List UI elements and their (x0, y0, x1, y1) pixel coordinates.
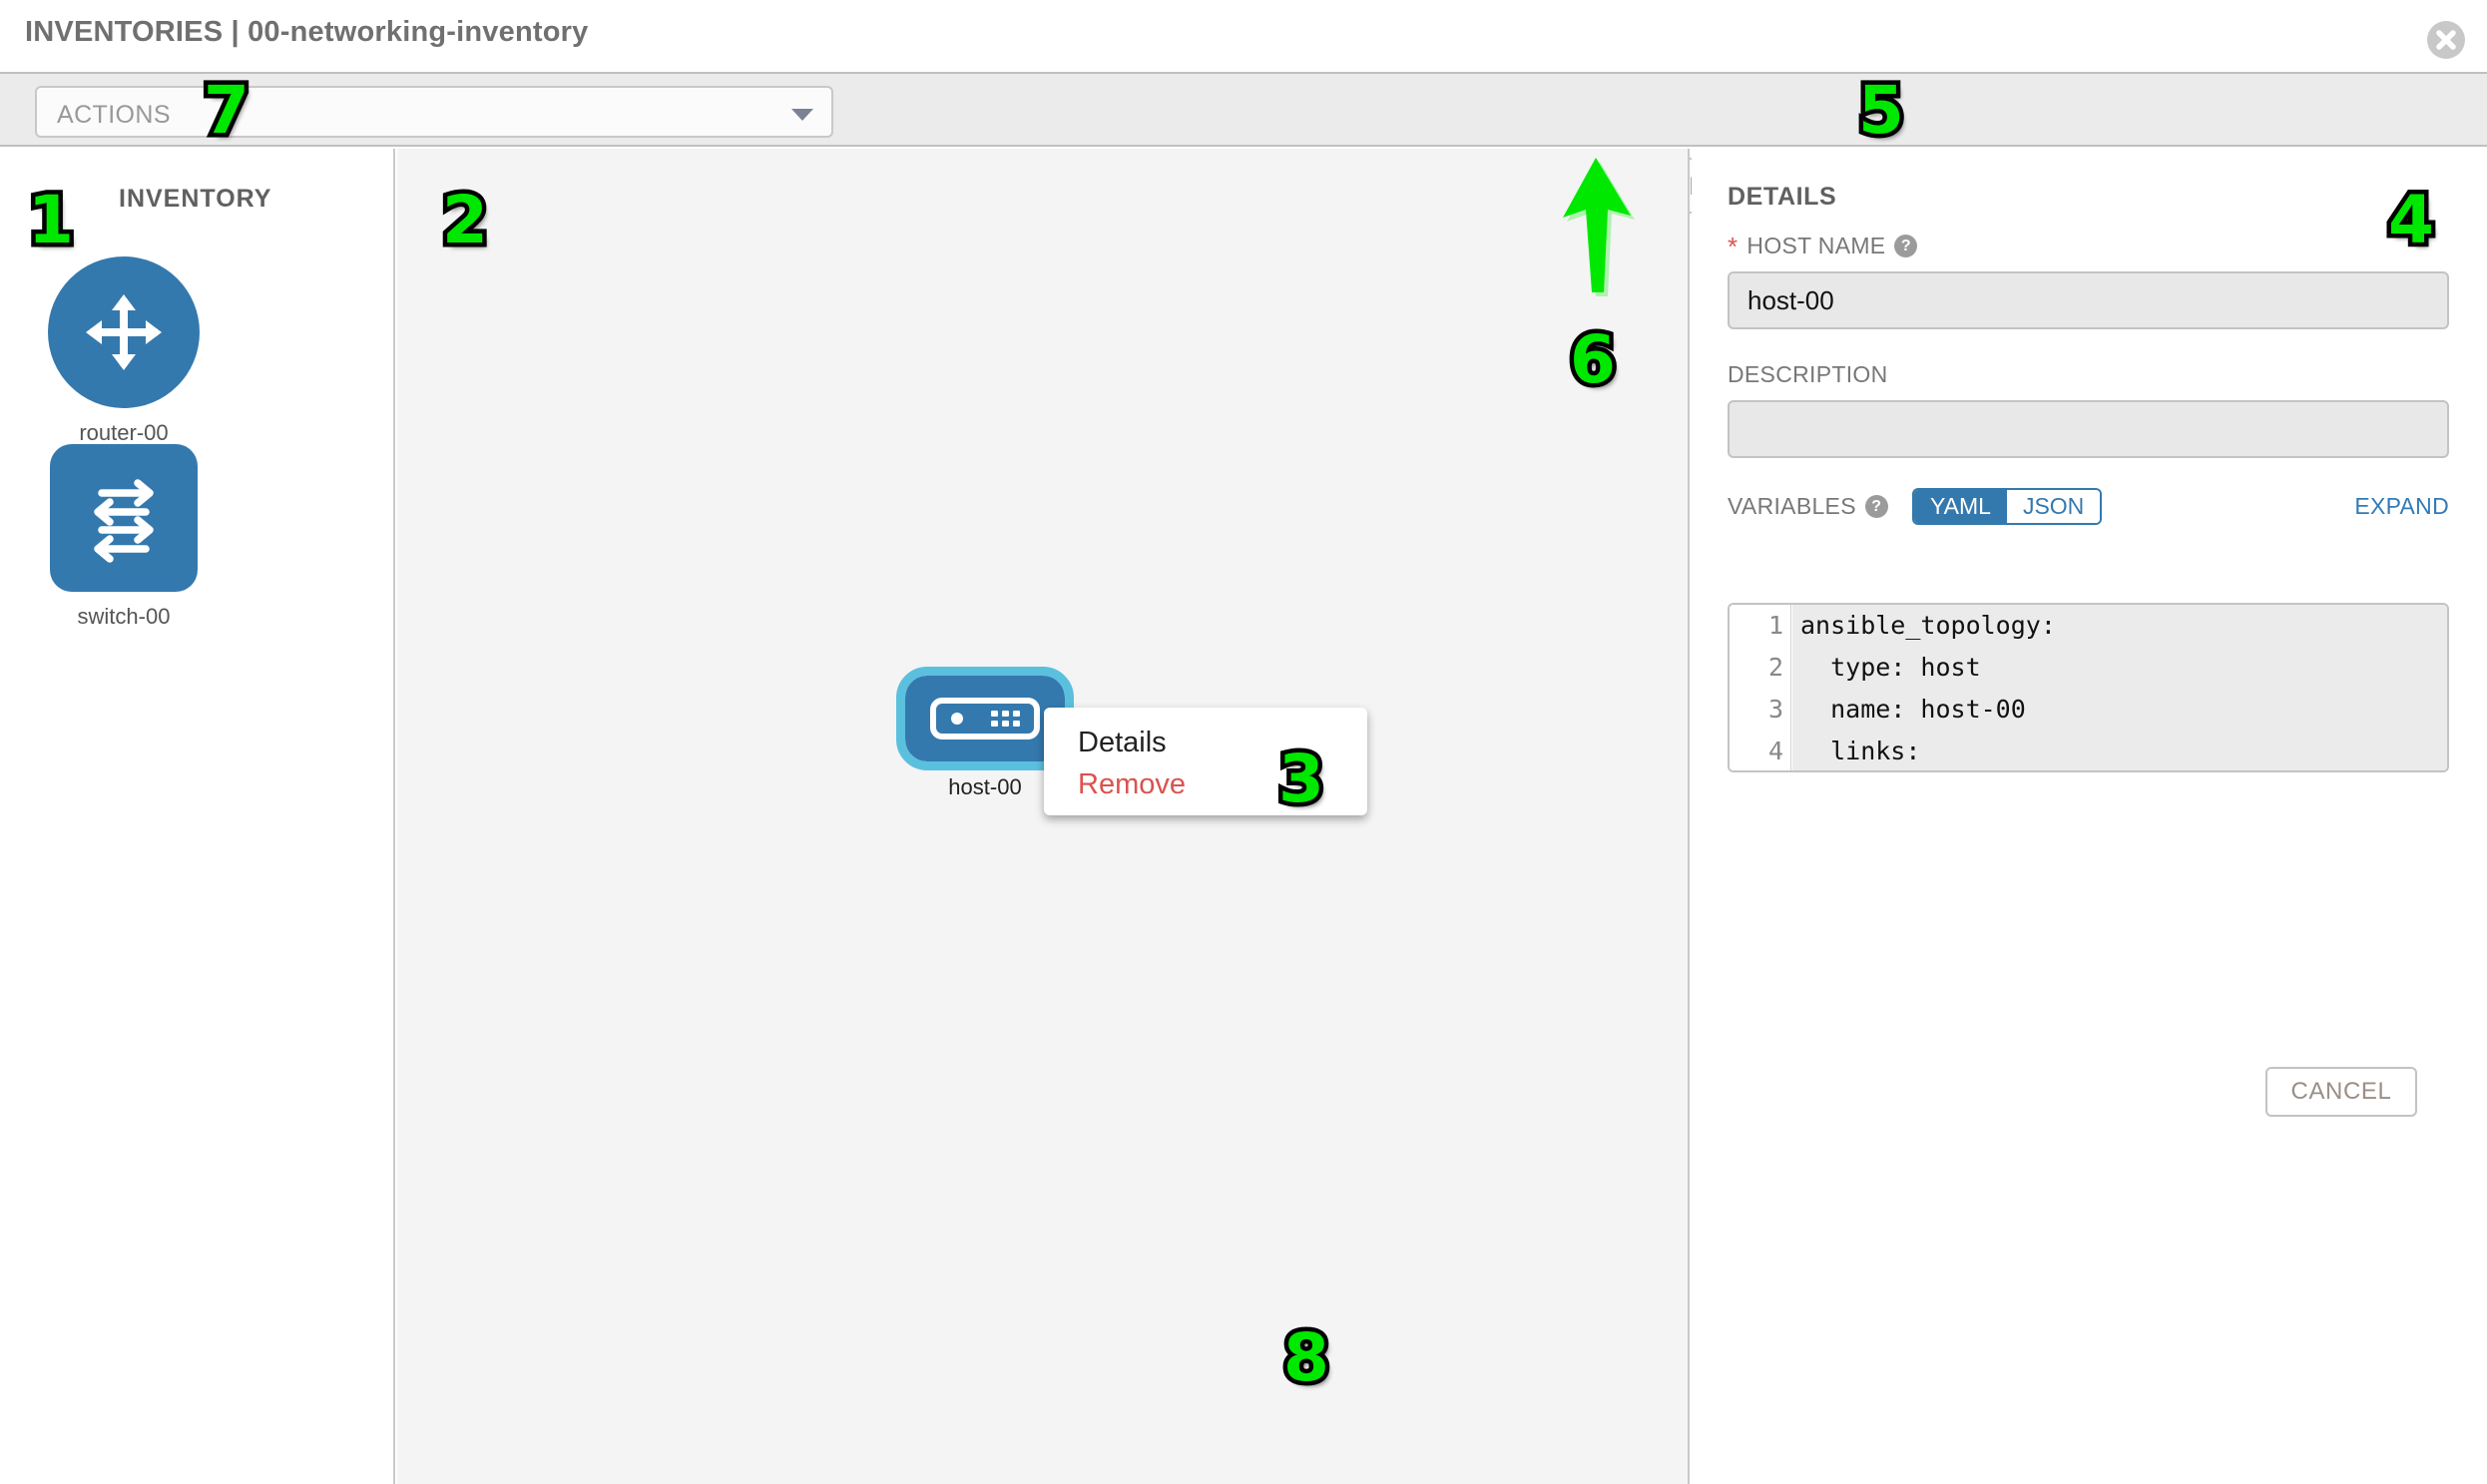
canvas-node-label: host-00 (948, 774, 1022, 799)
question-circle-icon[interactable]: ? (1864, 495, 1888, 518)
canvas-node-host[interactable]: host-00 (896, 667, 1074, 800)
variables-label: VARIABLES ? (1728, 493, 1888, 520)
context-menu-item-details[interactable]: Details (1078, 727, 1167, 758)
code-line: name: host-00 (1800, 695, 2026, 724)
variables-label-text: VARIABLES (1728, 493, 1856, 519)
code-line: ansible_topology: (1800, 611, 2056, 640)
node-context-menu: Details Remove (1044, 708, 1367, 815)
line-number: 2 (1767, 653, 1783, 682)
topology-canvas[interactable]: host-00 Details Remove 120% − + (397, 149, 1690, 1484)
line-number: 4 (1767, 737, 1783, 765)
description-label: DESCRIPTION (1728, 361, 1887, 388)
page-title: INVENTORIES | 00-networking-inventory (25, 16, 589, 48)
context-menu-item-remove[interactable]: Remove (1078, 768, 1186, 801)
variables-format-toggle: YAML JSON (1912, 488, 2103, 525)
question-circle-icon[interactable]: ? (1894, 235, 1918, 257)
page-header: INVENTORIES | 00-networking-inventory (0, 0, 2487, 72)
toolbar: ACTIONS SEARCH (0, 72, 2487, 214)
host-name-label: * HOST NAME ? (1728, 231, 1918, 261)
description-label-text: DESCRIPTION (1728, 361, 1888, 387)
palette-item-switch[interactable]: switch-00 (24, 444, 224, 630)
host-name-field[interactable]: host-00 (1728, 271, 2449, 329)
router-icon (48, 256, 200, 408)
switch-icon (50, 444, 198, 592)
code-line: links: (1800, 737, 1921, 765)
palette-item-label: router-00 (79, 420, 169, 445)
palette-item-label: switch-00 (77, 604, 171, 629)
code-line: type: host (1800, 653, 1981, 682)
actions-dropdown[interactable]: ACTIONS (35, 86, 833, 138)
expand-link[interactable]: EXPAND (2354, 493, 2449, 519)
description-field[interactable] (1728, 400, 2449, 458)
code-gutter: 1 2 3 4 5 6 7 (1730, 605, 1791, 770)
code-content[interactable]: ansible_topology: type: host name: host-… (1792, 605, 2447, 770)
cancel-button[interactable]: CANCEL (2265, 1067, 2417, 1117)
host-server-icon (896, 667, 1074, 770)
line-number: 3 (1767, 695, 1783, 724)
details-panel: DETAILS * HOST NAME ? host-00 DESCRIPTIO… (1692, 149, 2487, 1484)
sidebar-title: INVENTORY (119, 185, 272, 213)
inventory-sidebar: INVENTORY router-00 (0, 149, 395, 1484)
chevron-down-icon (791, 109, 813, 121)
close-icon[interactable] (2427, 21, 2465, 59)
palette-item-router[interactable]: router-00 (24, 256, 224, 446)
actions-placeholder: ACTIONS (57, 101, 171, 129)
required-marker: * (1728, 231, 1739, 261)
host-name-label-text: HOST NAME (1746, 233, 1886, 258)
variables-code-editor[interactable]: 1 2 3 4 5 6 7 ansible_topology: type: ho… (1728, 603, 2449, 772)
details-title: DETAILS (1728, 183, 1837, 211)
toggle-yaml[interactable]: YAML (1914, 490, 2007, 523)
line-number: 1 (1767, 611, 1783, 640)
toggle-json[interactable]: JSON (2006, 490, 2101, 523)
